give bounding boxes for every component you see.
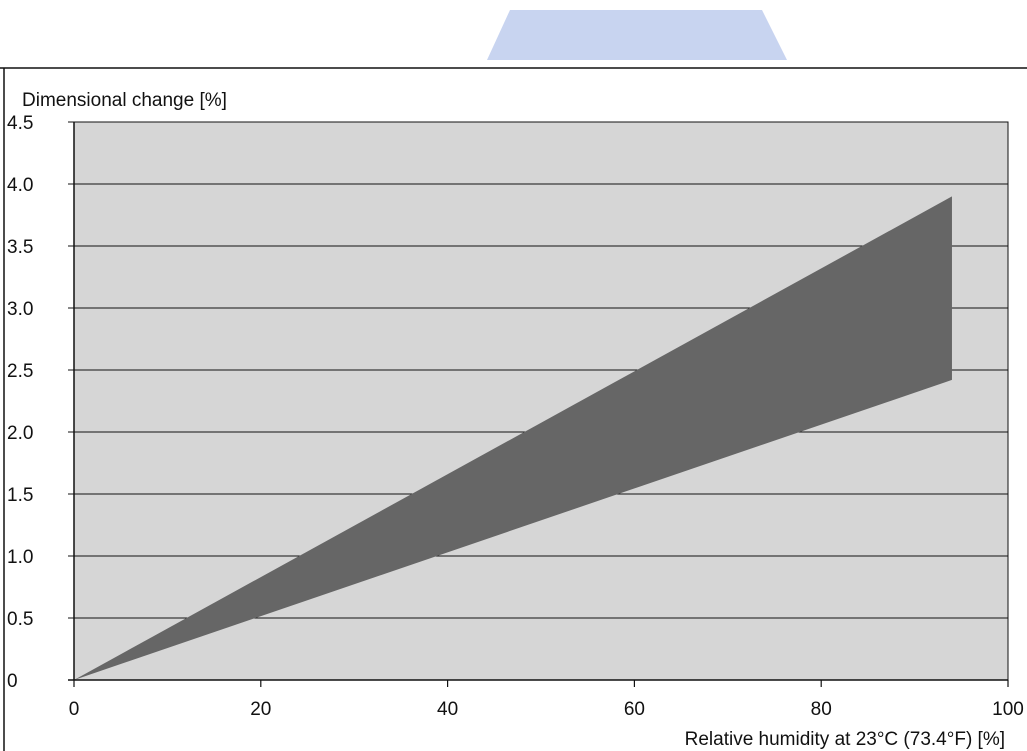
y-tick-label-3.0: 3.0 bbox=[7, 299, 33, 320]
y-tick-label-3.5: 3.5 bbox=[7, 237, 33, 258]
decorative-trapezoid bbox=[487, 10, 787, 60]
x-tick-label-60: 60 bbox=[624, 699, 645, 720]
y-tick-label-2.5: 2.5 bbox=[7, 361, 33, 382]
y-tick-label-0.5: 0.5 bbox=[7, 609, 33, 630]
y-tick-label-1.5: 1.5 bbox=[7, 485, 33, 506]
y-tick-label-4.0: 4.0 bbox=[7, 175, 33, 196]
axes bbox=[68, 122, 1009, 687]
y-tick-label-4.5: 4.5 bbox=[7, 113, 33, 134]
x-axis-title: Relative humidity at 23°C (73.4°F) [%] bbox=[685, 729, 1005, 750]
x-tick-label-20: 20 bbox=[250, 699, 271, 720]
data-band-layer bbox=[74, 196, 952, 680]
x-tick-label-100: 100 bbox=[992, 699, 1024, 720]
dimensional-change-band bbox=[74, 196, 952, 680]
x-tick-label-40: 40 bbox=[437, 699, 458, 720]
y-tick-label-1.0: 1.0 bbox=[7, 547, 33, 568]
x-tick-label-80: 80 bbox=[811, 699, 832, 720]
y-axis-title: Dimensional change [%] bbox=[22, 90, 227, 111]
y-tick-labels: 0 0.5 1.0 1.5 2.0 2.5 3.0 3.5 4.0 4.5 bbox=[7, 113, 33, 692]
y-tick-label-0: 0 bbox=[7, 671, 18, 692]
y-tick-label-2.0: 2.0 bbox=[7, 423, 33, 444]
x-tick-label-0: 0 bbox=[69, 699, 80, 720]
x-tick-labels: 0 20 40 60 80 100 bbox=[69, 699, 1024, 720]
